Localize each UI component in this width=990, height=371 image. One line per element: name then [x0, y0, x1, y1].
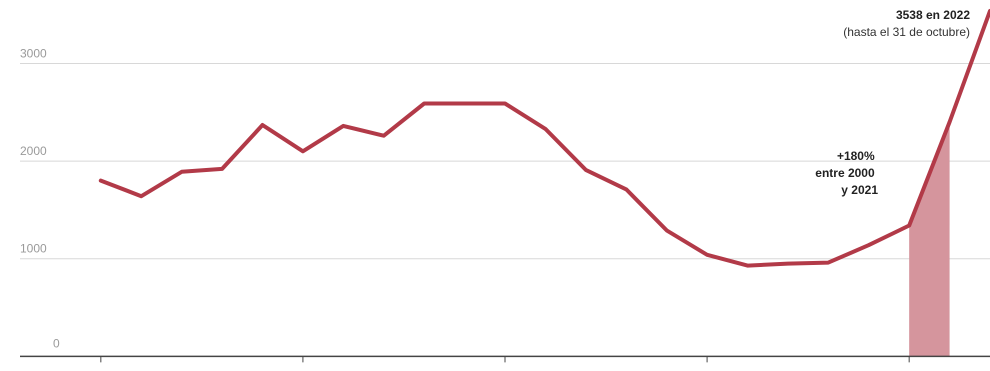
- svg-text:+180% entre 2000 y: +180% entre 2000 y 2021: [815, 149, 878, 197]
- highlight-fill: [909, 122, 950, 357]
- end-annotation: 3538 en 2022 (hasta el 31 de octubre): [843, 8, 970, 39]
- y-tick-label-3000: 3000: [20, 46, 47, 60]
- y-tick-label-0: 0: [53, 336, 60, 350]
- highlight-annotation-line-1: +180%: [837, 149, 875, 163]
- y-tick-labels: 1000 2000 3000 0: [20, 46, 60, 350]
- y-tick-label-1000: 1000: [20, 242, 47, 256]
- x-tick-label-2020: 2020: [895, 368, 924, 371]
- x-tick-label-2015: 2015: [693, 368, 722, 371]
- highlight-annotation-line-2: entre 2000: [815, 166, 875, 180]
- y-tick-label-2000: 2000: [20, 144, 47, 158]
- gridlines: [20, 62, 990, 260]
- x-tick-label-2000: 2000: [86, 368, 115, 371]
- series-line: [98, 8, 990, 268]
- x-tick-label-2010: 2010: [491, 368, 520, 371]
- highlight-annotation-line-3: y 2021: [841, 183, 878, 197]
- x-tick-label-2005: 2005: [288, 368, 317, 371]
- end-annotation-subtitle: (hasta el 31 de octubre): [843, 25, 970, 39]
- highlight-area: [909, 122, 950, 357]
- series-polyline: [98, 8, 990, 268]
- end-annotation-title: 3538 en 2022: [896, 8, 970, 22]
- x-axis: [20, 355, 990, 363]
- highlight-annotation: +180% entre 2000 y 2021: [815, 149, 878, 197]
- x-tick-labels: 2000 2005 2010 2015 2020: [86, 368, 923, 371]
